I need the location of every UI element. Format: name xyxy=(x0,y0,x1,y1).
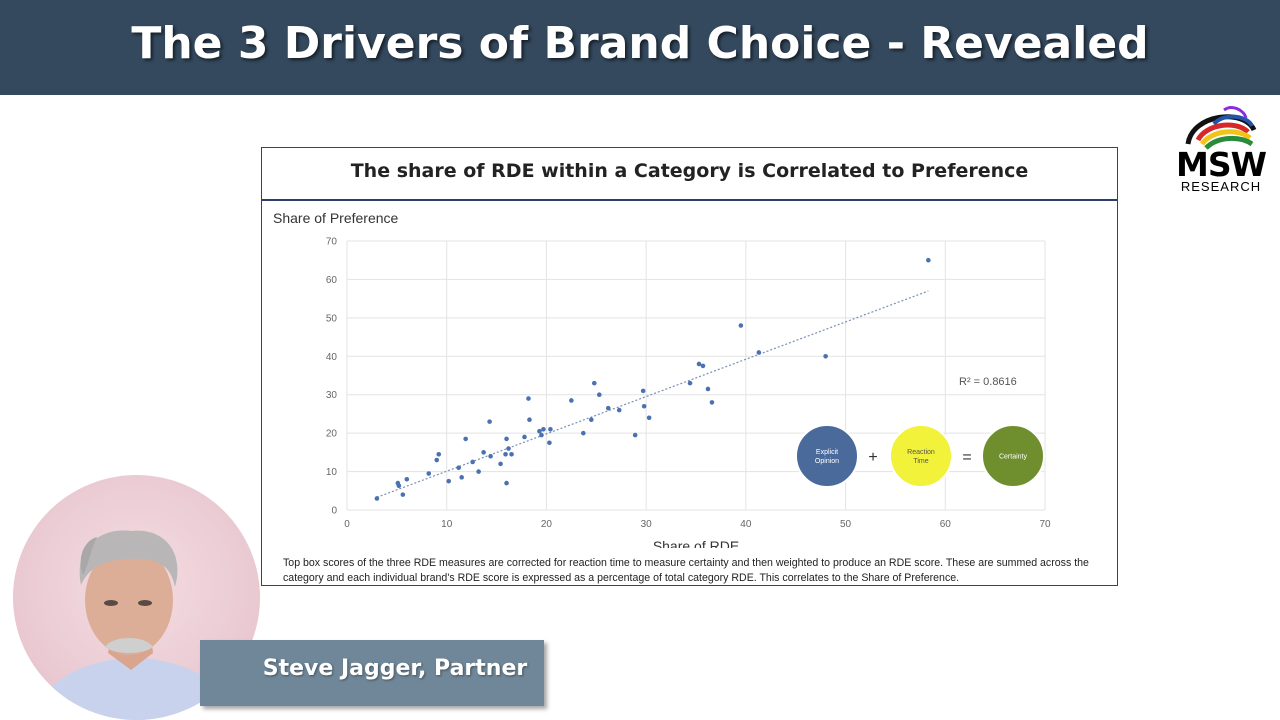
data-point xyxy=(541,427,546,432)
reaction-time-bubble xyxy=(889,424,953,488)
data-point xyxy=(509,451,514,457)
data-point xyxy=(591,380,597,386)
certainty-bubble xyxy=(981,424,1045,488)
data-point xyxy=(539,432,544,438)
data-point xyxy=(470,459,475,465)
reaction-time-bubble-label: Time xyxy=(913,458,928,465)
data-point xyxy=(823,353,828,359)
y-tick-label: 40 xyxy=(326,352,338,363)
data-point xyxy=(374,496,380,501)
certainty-bubble-label: Certainty xyxy=(999,454,1028,461)
data-point xyxy=(426,471,432,476)
data-point xyxy=(581,430,586,436)
data-point xyxy=(640,388,646,394)
x-tick-label: 40 xyxy=(740,519,752,530)
data-point xyxy=(527,417,532,422)
x-tick-label: 50 xyxy=(840,519,852,530)
data-point xyxy=(459,475,464,480)
data-point xyxy=(569,398,574,403)
data-point xyxy=(696,361,702,367)
r-squared-label: R² = 0.8616 xyxy=(959,376,1017,388)
data-point xyxy=(522,434,527,440)
data-point xyxy=(503,451,508,457)
x-tick-label: 30 xyxy=(641,519,653,530)
x-tick-label: 10 xyxy=(441,519,453,530)
x-tick-label: 20 xyxy=(541,519,553,530)
slide-title: The share of RDE within a Category is Co… xyxy=(350,160,1029,182)
explicit-opinion-bubble-label: Explicit xyxy=(816,449,838,456)
y-tick-label: 70 xyxy=(326,237,338,248)
data-point xyxy=(646,415,652,421)
presenter-name-bar xyxy=(200,640,544,706)
y-tick-label: 30 xyxy=(326,390,338,401)
data-point xyxy=(436,451,442,457)
data-point xyxy=(709,400,715,405)
data-point xyxy=(756,350,762,355)
y-tick-label: 10 xyxy=(326,467,338,478)
data-point xyxy=(526,396,531,401)
data-point xyxy=(446,478,452,484)
logo-name: MSW xyxy=(1175,145,1267,184)
msw-logo-icon xyxy=(1185,106,1257,150)
data-point xyxy=(738,323,744,328)
data-point xyxy=(434,457,440,463)
data-point xyxy=(705,386,711,392)
data-point xyxy=(700,363,706,369)
y-tick-label: 60 xyxy=(326,275,338,286)
title-banner: The 3 Drivers of Brand Choice - Revealed xyxy=(0,0,1280,95)
scatter-chart: 0 10 20 30 40 50 60 70 0 10 20 30 40 50 60 70 Share of P… xyxy=(273,210,1051,548)
data-point xyxy=(687,380,693,386)
presenter-webcam xyxy=(13,475,260,720)
data-point xyxy=(396,483,402,489)
data-point xyxy=(400,492,406,497)
presenter-name: Steve Jagger, Partner xyxy=(262,656,528,681)
data-point xyxy=(589,417,594,422)
x-axis-label: Share of RDE xyxy=(653,538,739,548)
title-divider xyxy=(262,199,1117,201)
data-point xyxy=(504,436,509,442)
slide-caption: Top box scores of the three RDE measures… xyxy=(283,557,1089,584)
logo-subtitle: RESEARCH xyxy=(1180,179,1262,194)
data-point xyxy=(616,407,622,413)
data-point xyxy=(926,257,931,263)
x-tick-label: 60 xyxy=(940,519,952,530)
reaction-time-bubble-label: Reaction xyxy=(907,449,935,456)
explicit-opinion-bubble xyxy=(795,424,859,488)
slide-panel: The share of RDE within a Category is Co… xyxy=(261,147,1118,586)
data-point xyxy=(547,440,552,446)
data-point xyxy=(487,419,492,424)
data-point xyxy=(632,432,638,438)
data-point xyxy=(488,453,493,459)
y-tick-label: 50 xyxy=(326,313,338,324)
plus-sign: + xyxy=(868,449,877,466)
data-point xyxy=(506,446,511,451)
data-point xyxy=(504,480,509,486)
y-tick-label: 0 xyxy=(331,506,337,517)
presenter-avatar-icon xyxy=(33,530,243,720)
banner-title: The 3 Drivers of Brand Choice - Revealed xyxy=(131,18,1149,69)
equals-sign: = xyxy=(962,449,971,466)
data-point xyxy=(404,476,410,482)
data-point xyxy=(481,450,486,455)
data-point xyxy=(605,405,611,411)
y-tick-label: 20 xyxy=(326,429,338,440)
data-point xyxy=(476,469,481,474)
data-point xyxy=(463,436,468,442)
x-tick-label: 0 xyxy=(344,519,350,530)
data-point xyxy=(641,403,647,409)
explicit-opinion-bubble-label: Opinion xyxy=(815,458,839,465)
data-point xyxy=(456,465,461,471)
y-axis-label: Share of Preference xyxy=(273,210,399,226)
x-tick-label: 70 xyxy=(1039,519,1051,530)
data-point xyxy=(498,461,503,467)
data-point xyxy=(596,392,602,398)
data-point xyxy=(548,427,553,432)
data-point xyxy=(537,428,542,434)
